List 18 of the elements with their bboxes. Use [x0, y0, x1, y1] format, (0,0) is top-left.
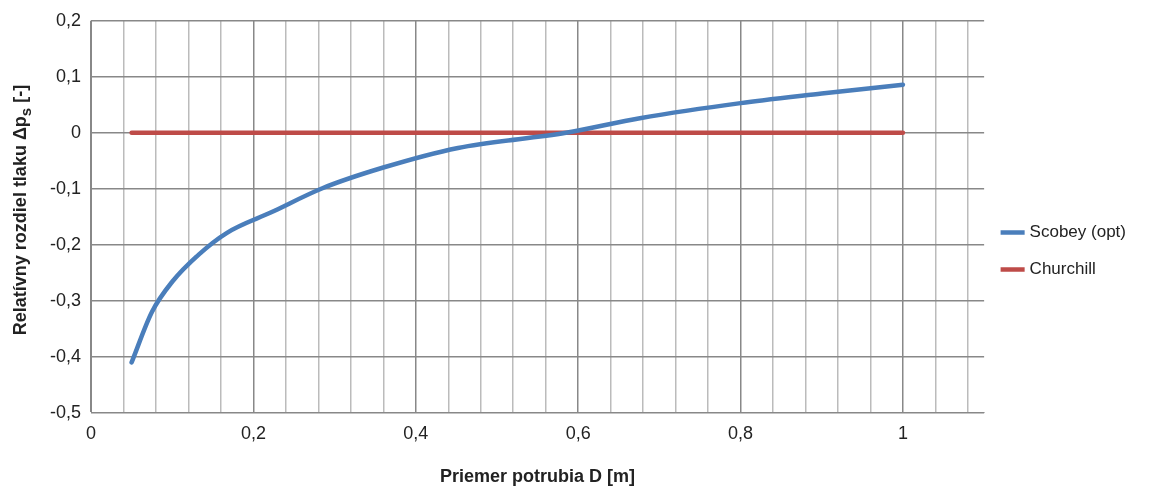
y-tick-label: 0,1: [55, 65, 82, 86]
x-tick-label: 0,4: [403, 422, 429, 443]
y-tick-label: -0,3: [49, 289, 82, 310]
x-tick-label: 0,8: [728, 422, 754, 443]
y-tick-label: -0,1: [49, 177, 82, 198]
x-tick-label: 1: [897, 422, 908, 443]
line-series: [129, 82, 906, 365]
x-tick-label: 0: [86, 422, 97, 443]
x-tick-label: 0,2: [240, 422, 266, 443]
y-tick-label: 0,2: [55, 9, 82, 30]
legend-label: Scobey (opt): [1029, 222, 1127, 242]
legend-label: Churchill: [1029, 259, 1096, 279]
y-tick-label: 0: [71, 121, 82, 142]
x-tick-label: 0,6: [565, 422, 591, 443]
y-tick-label: -0,5: [49, 401, 82, 422]
y-tick-label: -0,2: [49, 233, 82, 254]
x-axis-title: Priemer potrubia D [m]: [440, 466, 636, 487]
y-tick-label: -0,4: [49, 345, 82, 366]
